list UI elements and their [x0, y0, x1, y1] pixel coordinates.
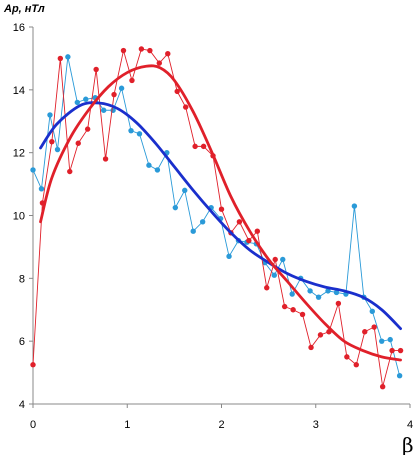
series-layer [30, 46, 404, 390]
red-data-point [57, 55, 64, 62]
red-data-point [272, 256, 278, 263]
blue-data-point [54, 146, 61, 153]
y-tick-label: 4 [19, 399, 25, 411]
blue-data-point [289, 291, 295, 297]
blue-data-point [65, 54, 71, 60]
blue-data-point [182, 187, 188, 194]
blue-data-point [325, 288, 331, 294]
red-data-point [102, 156, 109, 162]
x-tick-label: 4 [407, 419, 413, 431]
y-tick-label: 16 [13, 22, 25, 34]
y-tick-label: 14 [13, 85, 25, 97]
blue-data-point [280, 256, 286, 263]
red-data-point [75, 140, 81, 146]
red-data-point [93, 66, 99, 73]
red-data-point [308, 344, 314, 351]
y-tick-label: 6 [19, 336, 25, 348]
blue-data-point [199, 219, 206, 225]
red-data-point [182, 104, 189, 110]
x-tick-label: 0 [30, 419, 36, 431]
blue-data-point [226, 253, 232, 260]
blue-data-point [154, 167, 161, 173]
series-blue-trend [39, 101, 402, 330]
red-data-point [344, 354, 350, 360]
blue-data-point [47, 112, 53, 118]
series-red-trend [39, 64, 402, 362]
red-data-line [32, 48, 401, 387]
blue-data-point [74, 99, 81, 106]
red-data-point [389, 347, 395, 354]
series-blue-data [30, 54, 403, 379]
blue-trend-line [39, 101, 402, 330]
blue-data-point [369, 308, 375, 315]
red-data-point [138, 46, 145, 52]
blue-data-point [128, 127, 134, 134]
red-data-point [371, 324, 377, 330]
blue-data-point [351, 203, 358, 209]
red-data-point [290, 307, 296, 313]
y-tick-label: 8 [19, 273, 25, 285]
x-ticks: 0 1 2 3 4 [30, 404, 413, 431]
red-data-point [30, 362, 36, 368]
red-data-point [353, 362, 359, 368]
red-data-point [246, 237, 252, 244]
y-tick-label: 10 [13, 211, 25, 223]
red-data-point [379, 384, 386, 390]
x-axis-title: β [402, 433, 414, 455]
blue-data-point [172, 204, 179, 211]
y-tick-label: 12 [13, 148, 25, 160]
x-tick-label: 1 [124, 419, 130, 431]
blue-data-point [333, 289, 340, 296]
blue-data-point [30, 167, 36, 173]
red-data-point [84, 126, 91, 132]
blue-data-point [100, 107, 107, 113]
blue-data-point [396, 373, 403, 379]
red-data-point [254, 228, 261, 234]
red-data-point [281, 303, 288, 310]
red-data-point [129, 77, 135, 84]
red-data-point [120, 47, 127, 54]
red-data-point [299, 311, 306, 318]
red-data-point [264, 285, 270, 291]
red-data-point [165, 51, 171, 57]
x-tick-label: 2 [218, 419, 224, 431]
red-data-point [49, 138, 55, 145]
x-tick-label: 3 [313, 419, 319, 431]
red-data-point [147, 47, 153, 54]
red-data-point [200, 143, 207, 150]
red-data-point [174, 88, 180, 95]
red-data-point [236, 219, 243, 225]
blue-data-point [307, 288, 313, 294]
blue-data-point [146, 162, 152, 168]
red-trend-line [39, 64, 402, 362]
red-data-point [317, 332, 324, 338]
blue-data-point [118, 85, 125, 91]
red-data-point [335, 300, 342, 307]
blue-data-point [271, 272, 277, 278]
red-data-point [111, 91, 117, 98]
red-data-point [397, 347, 404, 354]
blue-data-point [190, 228, 196, 234]
red-data-point [67, 168, 73, 175]
y-axis-title: Ap, нТл [3, 3, 45, 15]
red-data-point [362, 329, 368, 335]
blue-data-point [315, 294, 322, 300]
blue-data-point [379, 338, 385, 344]
red-data-point [192, 143, 198, 150]
red-data-point [218, 206, 225, 212]
y-ticks: 4 6 8 10 12 14 16 [13, 22, 33, 411]
blue-data-point [83, 96, 89, 102]
blue-data-point [38, 186, 45, 192]
blue-data-point [136, 131, 143, 137]
blue-data-point [387, 336, 393, 343]
red-data-point [156, 60, 162, 66]
